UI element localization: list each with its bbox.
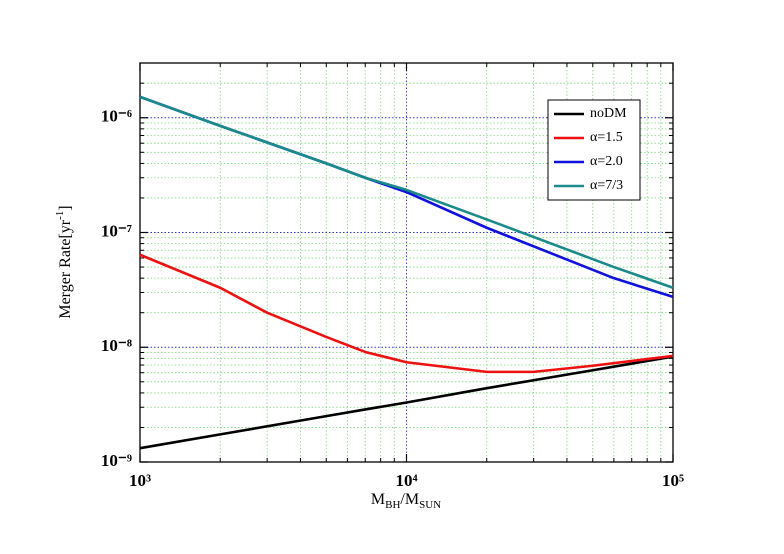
legend-label: noDM (590, 106, 627, 121)
x-tick-label: 10³ (129, 471, 151, 490)
x-tick-label: 10⁴ (395, 471, 417, 490)
y-axis-label: Merger Rate[yr-1] (54, 205, 74, 318)
legend-box (547, 99, 641, 201)
y-tick-label: 10⁻⁹ (101, 451, 132, 470)
legend-label: α=1.5 (590, 130, 623, 145)
y-tick-label: 10⁻⁸ (101, 336, 132, 355)
series-line (139, 355, 674, 450)
series-line (139, 253, 674, 374)
x-axis-label: MBH/MSUN (371, 491, 441, 511)
legend-label: α=7/3 (590, 178, 623, 193)
y-tick-label: 10⁻⁶ (101, 107, 132, 126)
x-label-part: M (371, 491, 385, 508)
x-label-sub: BH (385, 499, 400, 511)
y-label-part: Merger Rate[yr (57, 219, 74, 318)
x-label-sub: SUN (419, 499, 441, 511)
legend-label: α=2.0 (590, 154, 623, 169)
y-label-sup: -1 (54, 211, 66, 220)
x-tick-label: 10⁵ (662, 471, 684, 490)
x-label-part: /M (400, 491, 419, 508)
plot-frame (139, 62, 674, 463)
series-line (139, 95, 674, 289)
y-tick-label: 10⁻⁷ (101, 221, 132, 240)
y-label-part: ] (57, 205, 74, 210)
